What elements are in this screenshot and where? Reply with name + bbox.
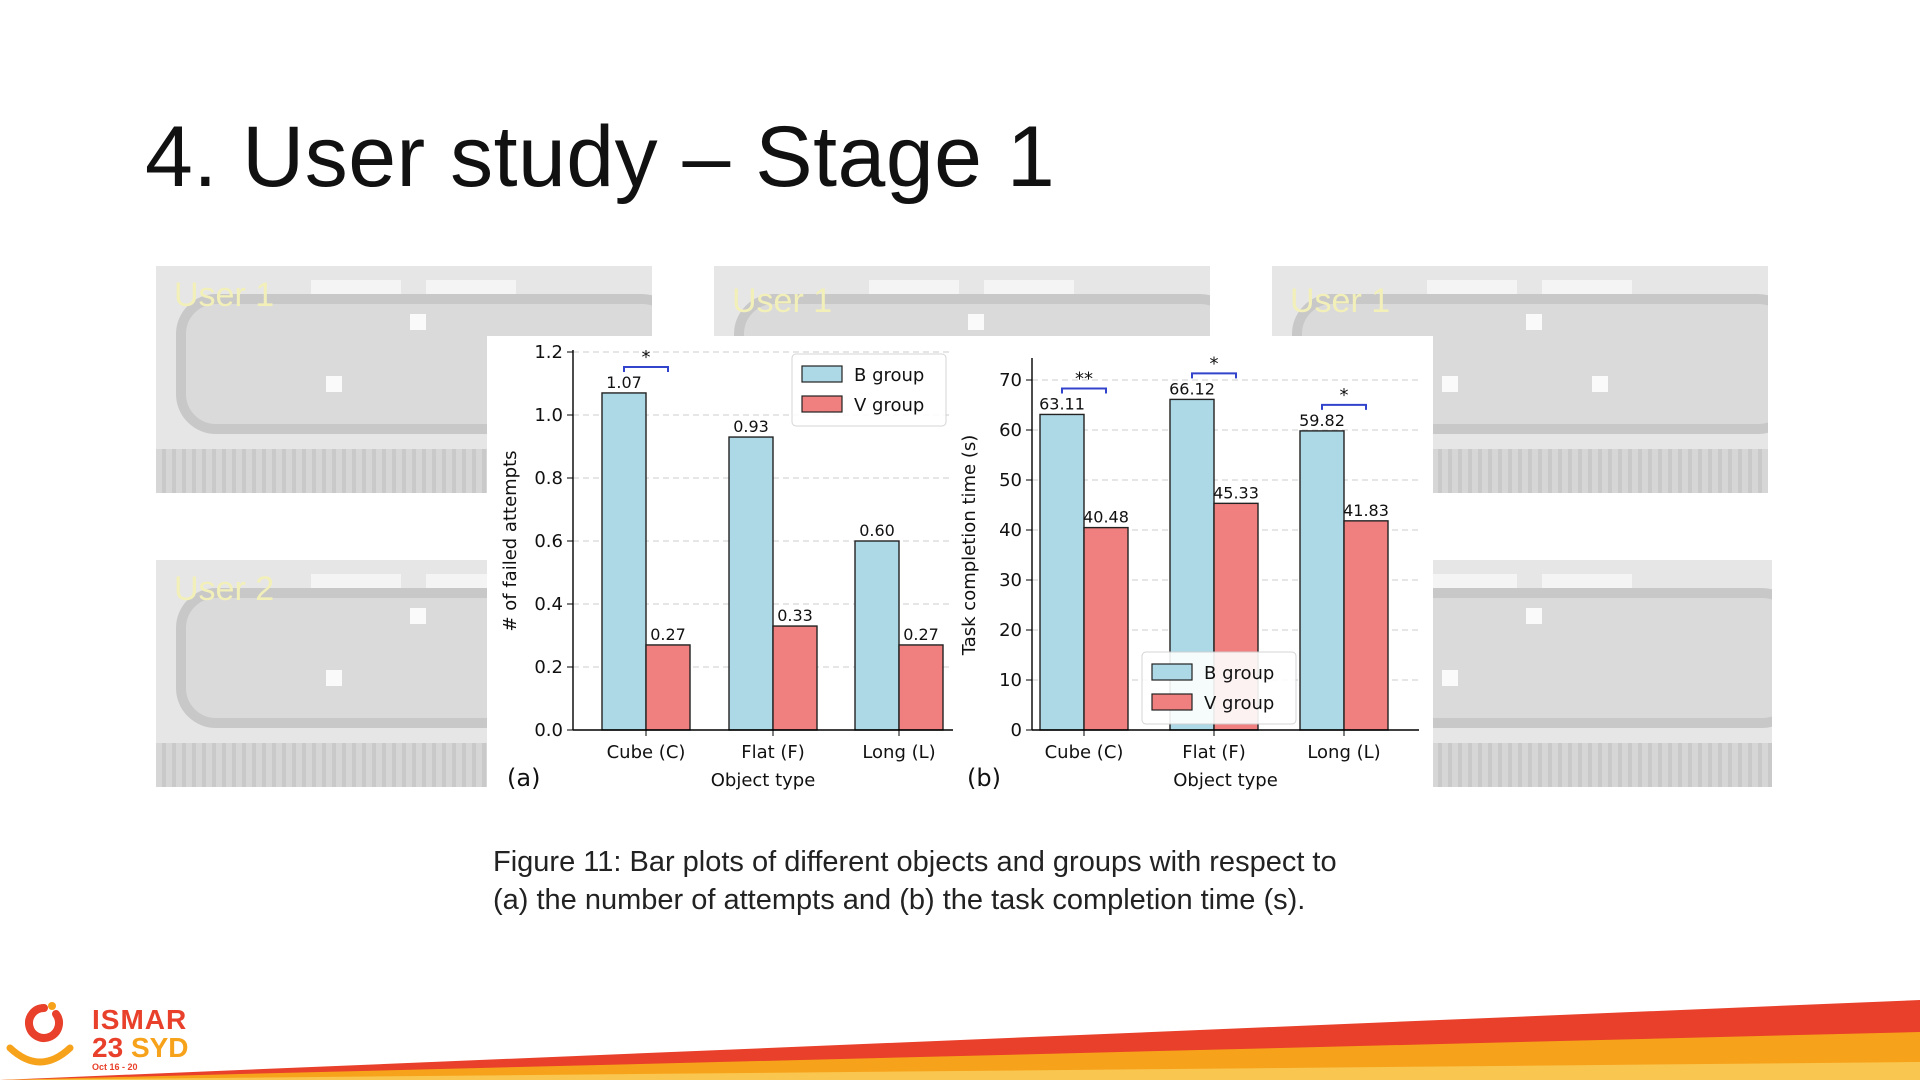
user-label: User 1 [174,276,275,314]
caption-line-1: Figure 11: Bar plots of different object… [493,846,1337,878]
legend-label: B group [854,365,924,386]
bar-b-group [854,540,900,731]
x-tick-label: Flat (F) [741,742,805,763]
bar-value-label: 45.33 [1213,483,1259,502]
logo-ismar: ISMAR [92,1004,188,1035]
legend-swatch-v-group [1151,693,1193,711]
x-tick-label: Cube (C) [1045,742,1124,763]
bar-plot-figure: 0.0 0.2 0.4 0.6 0.8 1.0 1.2 1.07 0.27 Cube (C) * 0.… [487,336,1433,792]
y-axis-label: # of failed attempts [500,450,521,631]
caption-line-2: (a) the number of attempts and (b) the t… [493,884,1306,916]
legend-swatch-v-group [801,395,843,413]
bar-value-label: 41.83 [1343,501,1389,520]
bar-v-group [772,625,818,731]
bar-value-label: 0.93 [733,417,769,436]
significance-bracket [1321,403,1367,410]
user-label: User 2 [174,570,275,608]
panel-label: (a) [507,764,540,790]
logo-mark-icon [6,1002,74,1066]
significance-bracket [623,365,669,372]
bar-v-group [898,644,944,731]
bar-value-label: 59.82 [1299,411,1345,430]
user-label: User 1 [1290,282,1391,320]
y-tick-label: 0.0 [534,720,563,741]
logo-dates: Oct 16 - 20 [92,1062,138,1072]
y-axis-label: Task completion time (s) [959,435,980,657]
bar-charts-svg: 0.0 0.2 0.4 0.6 0.8 1.0 1.2 1.07 0.27 Cube (C) * 0.… [500,342,1419,792]
conference-logo: ISMAR 23 SYD Oct 16 - 20 [0,996,220,1080]
y-tick-label: 0.2 [534,657,563,678]
x-axis-label: Object type [1173,770,1278,790]
user-label: User 1 [732,282,833,320]
significance-bracket [1061,387,1107,394]
significance-bracket [1191,372,1237,379]
y-tick-label: 50 [999,470,1022,491]
y-tick-label: 40 [999,520,1022,541]
bar-value-label: 0.60 [859,521,895,540]
bar-v-group [1083,526,1129,731]
y-tick-label: 0.6 [534,531,563,552]
y-tick-label: 10 [999,670,1022,691]
bar-value-label: 40.48 [1083,508,1129,527]
bar-v-group [1343,520,1389,731]
legend-label: V group [854,395,924,416]
bar-value-label: 0.27 [650,625,686,644]
bar-value-label: 0.33 [777,606,813,625]
slide-title: 4. User study – Stage 1 [145,109,1056,205]
y-tick-label: 70 [999,370,1022,391]
stripe-yellow [0,1062,1920,1080]
y-tick-label: 30 [999,570,1022,591]
significance-marker: ** [1075,368,1093,389]
bar-value-label: 63.11 [1039,394,1085,413]
bar-value-label: 0.27 [903,625,939,644]
y-tick-label: 0.4 [534,594,563,615]
panel-label: (b) [967,764,1001,790]
y-tick-label: 0 [1011,720,1022,741]
legend-swatch-b-group [1151,663,1193,681]
x-tick-label: Long (L) [1307,742,1380,763]
legend-swatch-b-group [801,365,843,383]
footer-stripe [0,1000,1920,1080]
significance-marker: * [1210,353,1219,374]
x-tick-label: Long (L) [862,742,935,763]
bar-b-group [601,392,647,731]
logo-year: 23 [92,1032,124,1063]
bar-v-group [645,644,691,731]
y-tick-label: 0.8 [534,468,563,489]
x-tick-label: Cube (C) [607,742,686,763]
x-tick-label: Flat (F) [1182,742,1246,763]
significance-marker: * [1340,385,1349,406]
significance-marker: * [642,347,651,368]
y-tick-label: 20 [999,620,1022,641]
bar-b-group [1299,430,1345,731]
y-tick-label: 60 [999,420,1022,441]
logo-city: SYD [130,1032,189,1063]
legend-label: B group [1204,663,1274,684]
legend-label: V group [1204,693,1274,714]
bar-b-group [728,436,774,731]
y-tick-label: 1.2 [534,342,563,363]
y-tick-label: 1.0 [534,405,563,426]
figure-caption: Figure 11: Bar plots of different object… [493,843,1433,919]
bar-value-label: 1.07 [606,373,642,392]
x-axis-label: Object type [711,770,816,790]
logo-year-city: 23 SYD [92,1032,189,1064]
bar-b-group [1039,413,1085,731]
bar-value-label: 66.12 [1169,379,1215,398]
